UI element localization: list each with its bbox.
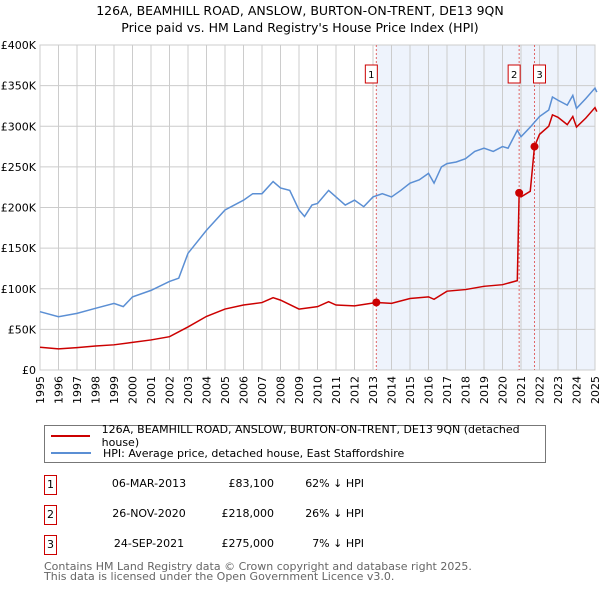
x-tick-label: 2021 xyxy=(515,376,528,404)
y-tick-label: £300K xyxy=(1,120,37,133)
marker-badge-box xyxy=(507,64,521,84)
x-tick-label: 2005 xyxy=(219,376,232,404)
legend-label: 126A, BEAMHILL ROAD, ANSLOW, BURTON-ON-T… xyxy=(101,423,520,449)
x-tick-label: 2018 xyxy=(460,376,473,404)
marker-badge-label: 2 xyxy=(511,70,517,81)
x-tick-label: 2000 xyxy=(127,376,140,404)
sale-price: £218,000 xyxy=(221,507,275,520)
x-tick-label: 2009 xyxy=(293,376,306,404)
x-tick-label: 2017 xyxy=(441,376,454,404)
x-tick-label: 2015 xyxy=(404,376,417,404)
y-tick-label: £100K xyxy=(1,283,37,296)
x-tick-label: 2004 xyxy=(201,376,214,404)
chart-subtitle: Price paid vs. HM Land Registry's House … xyxy=(121,20,479,35)
legend-swatch-red xyxy=(51,435,90,437)
sale-marker xyxy=(372,298,381,307)
x-tick-label: 2007 xyxy=(256,376,269,404)
marker-badge-label: 3 xyxy=(536,70,542,81)
table-row: 2 26-NOV-2020 £218,000 26% ↓ HPI xyxy=(44,505,600,525)
series-line xyxy=(39,86,598,318)
sale-date: 26-NOV-2020 xyxy=(112,507,186,520)
x-tick-label: 1997 xyxy=(71,376,84,404)
table-row: 1 06-MAR-2013 £83,100 62% ↓ HPI xyxy=(44,475,600,495)
legend-swatch-blue xyxy=(51,452,91,454)
marker-badge: 3 xyxy=(44,535,57,555)
sale-price: £83,100 xyxy=(228,477,275,490)
x-tick-label: 2012 xyxy=(349,376,362,404)
x-tick-label: 2023 xyxy=(552,376,565,404)
hpi-diff: 7% ↓ HPI xyxy=(312,537,364,550)
marker-badge: 1 xyxy=(44,475,57,495)
series-line xyxy=(39,106,598,350)
hpi-diff: 26% ↓ HPI xyxy=(305,507,364,520)
x-tick-label: 2024 xyxy=(571,376,584,404)
y-tick-label: £0 xyxy=(22,364,36,377)
legend-item-property: 126A, BEAMHILL ROAD, ANSLOW, BURTON-ON-T… xyxy=(45,423,545,449)
sale-date: 24-SEP-2021 xyxy=(113,537,185,550)
y-tick-label: £350K xyxy=(1,80,37,93)
plot-area: 1995 1996 1997 1998 1999 2000 2001 2002 2003 2004… xyxy=(1,39,600,404)
x-tick-label: 2008 xyxy=(275,376,288,404)
x-tick-label: 2006 xyxy=(238,376,251,404)
hpi-diff: 62% ↓ HPI xyxy=(305,477,364,490)
sale-date: 06-MAR-2013 xyxy=(111,477,187,490)
table-row: 3 24-SEP-2021 £275,000 7% ↓ HPI xyxy=(44,535,600,555)
y-tick-label: £50K xyxy=(8,323,37,336)
footer-line: This data is licensed under the Open Gov… xyxy=(44,570,395,583)
legend-item-hpi: HPI: Average price, detached house, East… xyxy=(45,445,404,461)
chart-title: 126A, BEAMHILL ROAD, ANSLOW, BURTON-ON-T… xyxy=(96,3,504,18)
footer: Contains HM Land Registry data © Crown c… xyxy=(44,560,472,583)
x-tick-label: 1995 xyxy=(34,376,47,404)
sale-marker xyxy=(530,142,539,151)
x-tick-label: 2019 xyxy=(478,376,491,404)
y-tick-label: £400K xyxy=(1,39,37,52)
marker-badge-box xyxy=(533,64,547,84)
x-tick-label: 1998 xyxy=(90,376,103,404)
x-tick-label: 2025 xyxy=(589,376,600,404)
sale-marker xyxy=(515,188,524,197)
x-tick-label: 2003 xyxy=(182,376,195,404)
sale-price: £275,000 xyxy=(221,537,275,550)
y-tick-label: £150K xyxy=(1,242,37,255)
plot-border xyxy=(39,44,596,371)
y-tick-label: £200K xyxy=(1,202,37,215)
marker-badge: 2 xyxy=(44,505,57,525)
x-tick-label: 1996 xyxy=(53,376,66,404)
x-tick-label: 2011 xyxy=(330,376,343,404)
x-tick-label: 2014 xyxy=(386,376,399,404)
marker-badge-box xyxy=(364,64,378,84)
marker-badge-label: 1 xyxy=(368,70,374,81)
x-tick-label: 2013 xyxy=(367,376,380,404)
x-tick-label: 2020 xyxy=(497,376,510,404)
footer-line: Contains HM Land Registry data © Crown c… xyxy=(44,560,472,573)
x-tick-label: 2001 xyxy=(145,376,158,404)
legend: 126A, BEAMHILL ROAD, ANSLOW, BURTON-ON-T… xyxy=(44,423,546,463)
x-tick-label: 2022 xyxy=(534,376,547,404)
x-tick-label: 2016 xyxy=(423,376,436,404)
legend-label: HPI: Average price, detached house, East… xyxy=(103,446,405,460)
x-tick-label: 2002 xyxy=(164,376,177,404)
x-tick-label: 2010 xyxy=(312,376,325,404)
x-tick-label: 1999 xyxy=(108,376,121,404)
y-tick-label: £250K xyxy=(1,161,37,174)
